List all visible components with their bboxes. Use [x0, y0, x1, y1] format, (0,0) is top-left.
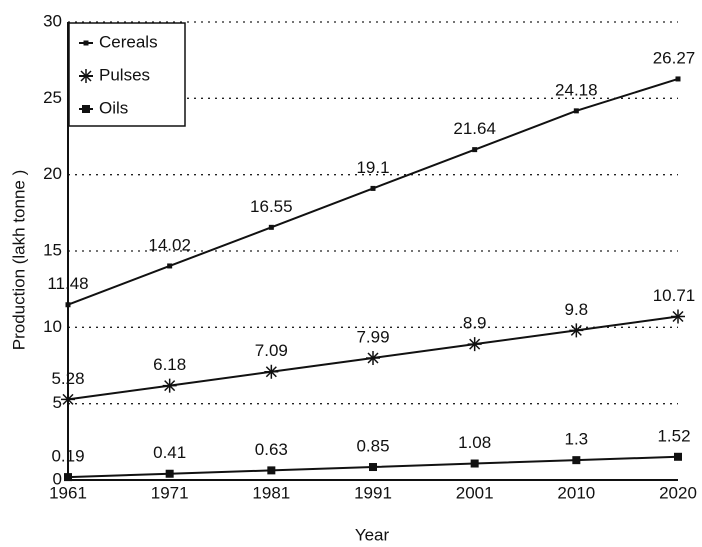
marker	[267, 466, 276, 475]
data-label: 14.02	[148, 235, 191, 254]
x-tick-label: 1961	[49, 483, 87, 502]
legend-label: Oils	[99, 98, 128, 117]
marker	[79, 69, 93, 83]
marker	[61, 392, 75, 407]
y-tick-label: 0	[53, 469, 62, 488]
marker	[165, 469, 174, 478]
marker-stroke	[367, 352, 379, 364]
x-tick-label: 1971	[151, 483, 189, 502]
data-label: 7.99	[356, 328, 389, 347]
marker	[671, 309, 685, 324]
x-tick-label: 2020	[659, 483, 697, 502]
data-label: 8.9	[463, 314, 487, 333]
y-tick-label: 30	[43, 11, 62, 30]
legend-label: Pulses	[99, 65, 150, 84]
data-label: 21.64	[453, 119, 496, 138]
data-label: 6.18	[153, 355, 186, 374]
marker-stroke	[570, 324, 582, 336]
marker	[470, 459, 479, 468]
data-label: 16.55	[250, 197, 293, 216]
marker-stroke	[164, 380, 176, 392]
data-label: 0.63	[255, 440, 288, 459]
legend-label: Cereals	[99, 32, 158, 51]
y-tick-label: 25	[43, 88, 62, 107]
y-axis-label: Production (lakh tonne )	[9, 170, 28, 351]
data-label: 10.71	[653, 286, 696, 305]
marker-stroke	[265, 366, 277, 378]
marker	[82, 105, 90, 113]
x-tick-label: 1981	[252, 483, 290, 502]
data-label: 1.3	[565, 430, 589, 449]
data-label: 0.85	[356, 437, 389, 456]
data-label: 7.09	[255, 341, 288, 360]
x-tick-label: 2001	[456, 483, 494, 502]
x-tick-label: 1991	[354, 483, 392, 502]
marker-stroke	[469, 338, 481, 350]
data-label: 24.18	[555, 80, 598, 99]
y-tick-label: 15	[43, 240, 62, 259]
data-label: 1.08	[458, 433, 491, 452]
marker	[573, 108, 579, 114]
x-axis-label: Year	[355, 525, 390, 544]
data-label: 5.28	[51, 369, 84, 388]
data-label: 19.1	[356, 158, 389, 177]
data-label: 1.52	[657, 426, 690, 445]
y-tick-label: 20	[43, 164, 62, 183]
marker-stroke	[62, 393, 74, 405]
data-label: 9.8	[565, 300, 589, 319]
x-tick-label: 2010	[557, 483, 595, 502]
y-tick-label: 5	[53, 393, 62, 412]
marker	[366, 351, 380, 366]
marker	[572, 456, 581, 465]
marker	[264, 364, 279, 379]
data-label: 0.19	[51, 447, 84, 466]
data-label: 26.27	[653, 48, 696, 67]
marker	[674, 452, 682, 461]
data-label: 11.48	[47, 274, 88, 293]
marker	[83, 40, 89, 46]
marker	[64, 473, 72, 482]
marker	[569, 323, 584, 338]
marker	[467, 337, 482, 352]
marker	[65, 302, 71, 308]
marker	[370, 185, 376, 191]
marker	[472, 147, 478, 153]
marker	[369, 463, 377, 472]
marker-stroke	[672, 310, 684, 323]
marker-stroke	[80, 70, 92, 82]
marker	[675, 76, 681, 82]
data-label: 0.41	[153, 443, 186, 462]
marker	[268, 224, 274, 230]
marker	[167, 263, 173, 269]
marker	[162, 378, 177, 393]
y-tick-label: 10	[43, 317, 62, 336]
